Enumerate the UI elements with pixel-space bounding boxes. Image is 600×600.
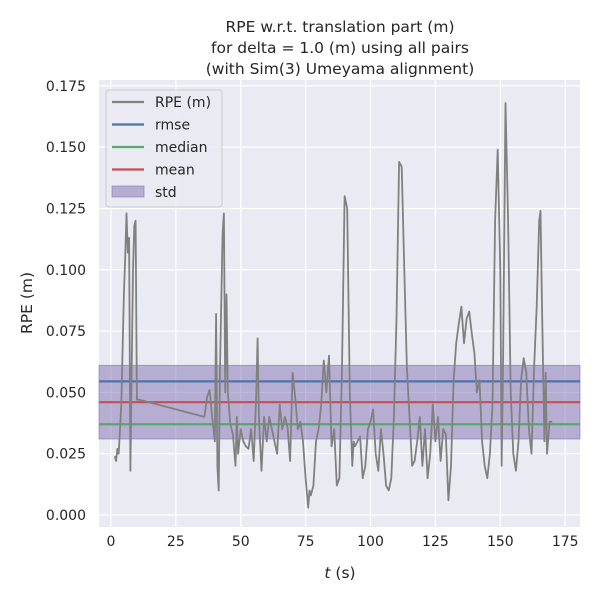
legend: RPE (m) rmse median mean std (105, 89, 223, 208)
legend-label: RPE (m) (155, 95, 211, 111)
legend-box (105, 89, 223, 208)
y-tick-label: 0.050 (46, 385, 86, 401)
x-tick-label: 75 (297, 534, 315, 550)
legend-swatch-std (111, 185, 145, 198)
legend-label: std (155, 185, 177, 201)
y-axis-label: RPE (m) (18, 272, 36, 334)
x-tick-label: 50 (232, 534, 250, 550)
x-tick-label: 175 (552, 534, 579, 550)
stats-lines (98, 364, 581, 440)
x-axis-label: t (s) (324, 564, 355, 582)
y-tick-label: 0.125 (46, 201, 86, 217)
legend-label: mean (155, 163, 195, 179)
x-tick-label: 150 (487, 534, 514, 550)
y-tick-label: 0.025 (46, 447, 86, 463)
y-tick-label: 0.175 (46, 79, 86, 95)
y-tick-label: 0.000 (46, 508, 86, 524)
rpe-series-line (113, 102, 553, 509)
y-tick-label: 0.100 (46, 263, 86, 279)
y-tick-label: 0.075 (46, 324, 86, 340)
x-tick-label: 25 (167, 534, 185, 550)
x-tick-label: 0 (106, 534, 115, 550)
x-tick-label: 125 (422, 534, 449, 550)
legend-label: median (155, 140, 207, 156)
chart-title-line-1: RPE w.r.t. translation part (m) (225, 18, 454, 36)
x-tick-label: 100 (357, 534, 384, 550)
y-tick-label: 0.150 (46, 140, 86, 156)
legend-label: rmse (155, 118, 190, 134)
chart-title-line-3: (with Sim(3) Umeyama alignment) (206, 60, 475, 78)
tick-labels: 0 25 50 75 100 125 150 175 0.000 0.025 0.050 0.075 0… (46, 79, 579, 550)
chart-title-line-2: for delta = 1.0 (m) using all pairs (211, 39, 469, 57)
